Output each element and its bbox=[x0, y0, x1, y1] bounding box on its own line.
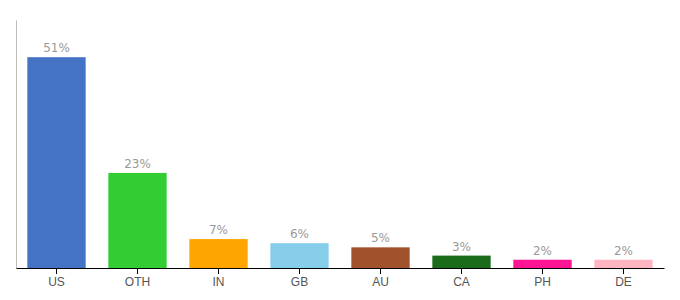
bar bbox=[594, 260, 652, 268]
x-tick-mark bbox=[623, 268, 624, 274]
bar bbox=[351, 247, 409, 268]
x-tick: DE bbox=[615, 268, 632, 289]
y-axis bbox=[16, 21, 17, 269]
x-tick: OTH bbox=[125, 268, 150, 289]
x-tick: IN bbox=[213, 268, 225, 289]
data-label: 7% bbox=[209, 223, 228, 237]
bar bbox=[432, 256, 490, 268]
x-tick: GB bbox=[291, 268, 308, 289]
x-tick: CA bbox=[453, 268, 470, 289]
x-tick-mark bbox=[380, 268, 381, 274]
x-tick-label: DE bbox=[615, 275, 632, 289]
x-tick: US bbox=[48, 268, 65, 289]
bar bbox=[189, 239, 247, 268]
bar bbox=[108, 173, 166, 268]
data-label: 2% bbox=[614, 244, 633, 258]
bar bbox=[270, 243, 328, 268]
x-tick-label: US bbox=[48, 275, 65, 289]
data-labels: 51% 23% 7% 6% 5% 3% 2% 2% bbox=[43, 41, 633, 258]
x-tick-mark bbox=[542, 268, 543, 274]
x-tick-mark bbox=[299, 268, 300, 274]
plot-area: US OTH IN GB AU CA PH DE 51% 23% 7% 6% 5% 3% 2% 2% bbox=[17, 21, 665, 289]
data-label: 23% bbox=[124, 157, 151, 171]
x-tick-label: OTH bbox=[125, 275, 150, 289]
x-tick-mark bbox=[137, 268, 138, 274]
x-tick-label: IN bbox=[213, 275, 225, 289]
data-label: 3% bbox=[452, 240, 471, 254]
data-label: 6% bbox=[290, 227, 309, 241]
y-axis-line bbox=[16, 21, 17, 269]
bar bbox=[513, 260, 571, 268]
x-axis: US OTH IN GB AU CA PH DE bbox=[17, 268, 665, 289]
bar bbox=[27, 57, 85, 268]
x-tick-label: CA bbox=[453, 275, 470, 289]
chart-container: US OTH IN GB AU CA PH DE 51% 23% 7% 6% 5% 3% 2% 2% bbox=[0, 0, 680, 300]
x-tick: PH bbox=[534, 268, 551, 289]
x-axis-line bbox=[17, 268, 665, 269]
data-label: 2% bbox=[533, 244, 552, 258]
x-tick-mark bbox=[461, 268, 462, 274]
x-tick-label: PH bbox=[534, 275, 551, 289]
x-tick-label: AU bbox=[372, 275, 389, 289]
x-tick-mark bbox=[218, 268, 219, 274]
data-label: 5% bbox=[371, 231, 390, 245]
x-tick: AU bbox=[372, 268, 389, 289]
chart-svg: US OTH IN GB AU CA PH DE 51% 23% 7% 6% 5% 3% 2% 2% bbox=[0, 0, 680, 300]
data-label: 51% bbox=[43, 41, 70, 55]
x-tick-label: GB bbox=[291, 275, 308, 289]
bars bbox=[27, 57, 652, 268]
x-tick-mark bbox=[56, 268, 57, 274]
